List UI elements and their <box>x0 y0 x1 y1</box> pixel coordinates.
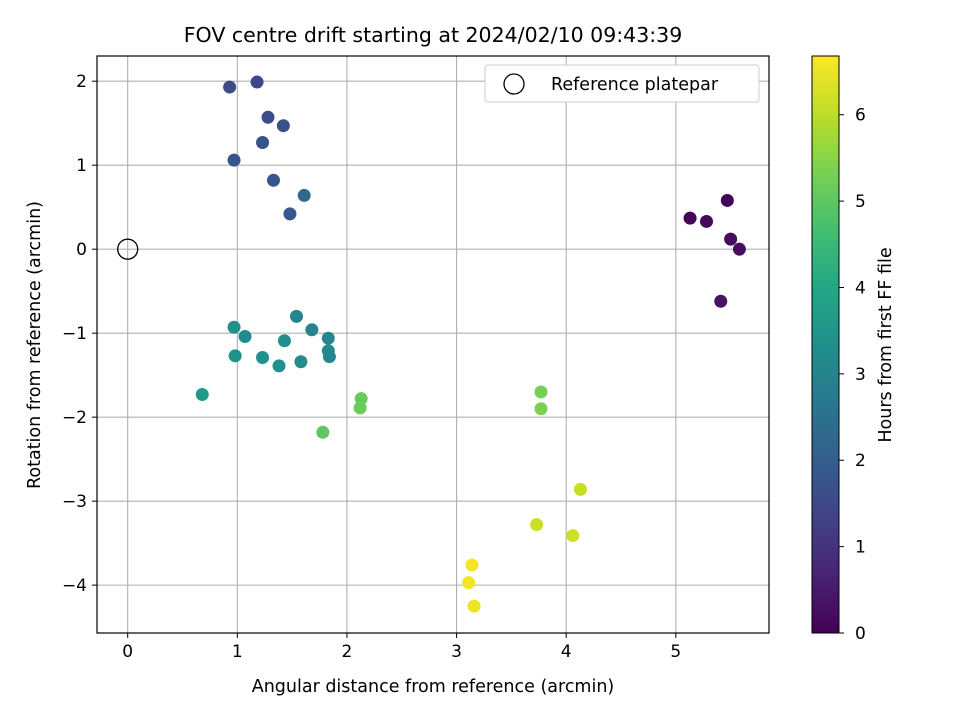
data-point <box>316 425 330 439</box>
legend-label: Reference platepar <box>551 75 719 95</box>
data-point <box>566 529 580 543</box>
data-point <box>238 330 252 344</box>
colorbar-label: Hours from first FF file <box>876 247 896 442</box>
legend-marker-icon <box>503 73 525 95</box>
data-point <box>223 80 237 94</box>
data-point <box>465 558 479 572</box>
x-tick-label: 4 <box>561 642 572 662</box>
data-point <box>227 320 241 334</box>
data-point <box>724 232 738 246</box>
x-tick-label: 1 <box>232 642 243 662</box>
data-point <box>720 193 734 207</box>
data-point <box>700 214 714 228</box>
data-point <box>290 309 304 323</box>
data-point <box>714 294 728 308</box>
colorbar-tick-label: 4 <box>855 278 866 298</box>
grid-lines <box>97 56 769 633</box>
y-tick-label: 1 <box>76 156 87 176</box>
data-point <box>256 351 270 365</box>
data-point <box>534 385 548 399</box>
x-tick-label: 0 <box>122 642 133 662</box>
x-tick-label: 5 <box>670 642 681 662</box>
y-tick-label: −3 <box>62 492 87 512</box>
colorbar-frame <box>811 55 840 634</box>
data-point <box>276 119 290 133</box>
data-point <box>227 153 241 167</box>
reference-platepar-point <box>117 238 139 260</box>
x-axis-label: Angular distance from reference (arcmin) <box>252 677 615 697</box>
y-tick-label: −4 <box>62 576 87 596</box>
axis-ticks: 0 1 2 3 4 5 −4 −3 −2 −1 0 1 2 <box>62 72 681 662</box>
reference-marker <box>117 238 139 260</box>
data-point <box>467 599 481 613</box>
data-point <box>353 401 367 415</box>
data-point <box>250 75 264 89</box>
data-point <box>321 331 335 345</box>
plot-frame <box>96 55 770 634</box>
data-point <box>294 355 308 369</box>
y-tick-label: −2 <box>62 408 87 428</box>
data-point <box>297 188 311 202</box>
colorbar-tick-label: 5 <box>855 192 866 212</box>
colorbar-tick-label: 3 <box>855 365 866 385</box>
y-tick-label: −1 <box>62 324 87 344</box>
colorbar-tick-label: 0 <box>855 624 866 644</box>
data-point <box>534 402 548 416</box>
data-point <box>462 576 476 590</box>
data-point <box>256 136 270 150</box>
colorbar-tick-label: 2 <box>855 451 866 471</box>
data-point <box>261 110 275 124</box>
data-point <box>305 323 319 337</box>
data-point <box>322 350 336 364</box>
data-point <box>272 359 286 373</box>
data-point <box>283 207 297 221</box>
x-tick-label: 2 <box>342 642 353 662</box>
colorbar-gradient <box>812 56 839 633</box>
legend-box <box>484 64 760 103</box>
y-tick-label: 2 <box>76 72 87 92</box>
x-tick-label: 3 <box>451 642 462 662</box>
data-point <box>732 242 746 256</box>
data-point <box>277 334 291 348</box>
data-point <box>195 387 209 401</box>
colorbar-ticks: 0 1 2 3 4 5 6 <box>839 106 866 644</box>
colorbar-tick-label: 1 <box>855 538 866 558</box>
colorbar-tick-label: 6 <box>855 106 866 126</box>
data-point <box>228 349 242 363</box>
data-point <box>573 482 587 496</box>
legend: Reference platepar <box>484 64 760 103</box>
data-point <box>683 211 697 225</box>
chart-title: FOV centre drift starting at 2024/02/10 … <box>184 23 683 47</box>
data-point <box>266 173 280 187</box>
y-tick-label: 0 <box>76 240 87 260</box>
data-points <box>195 75 746 613</box>
data-point <box>530 518 544 532</box>
y-axis-label: Rotation from reference (arcmin) <box>25 201 45 489</box>
colorbar: 0 1 2 3 4 5 6 Hours from first FF file <box>811 55 896 644</box>
